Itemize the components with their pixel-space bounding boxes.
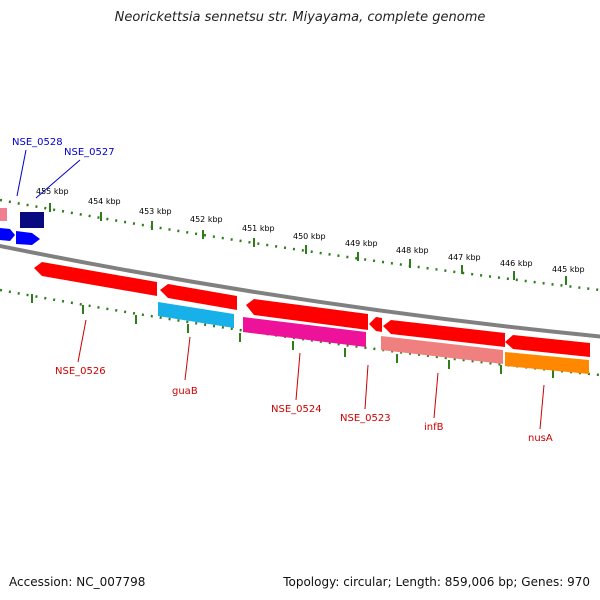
leader-nse-0526 [77,319,87,363]
leader-nusa [539,384,545,430]
leader-nse-0528 [16,149,27,197]
gene-label-nse-0528: NSE_0528 [12,137,63,148]
gene-infb-salmon[interactable] [381,336,503,364]
gene-label-nse-0524: NSE_0524 [271,404,322,415]
accession-label: Accession: [9,575,73,589]
map-title: Neorickettsia sennetsu str. Miyayama, co… [114,10,486,25]
kbp-label: 448 kbp [396,246,429,255]
gene-guab-red[interactable] [160,284,237,310]
genome-backbone [0,243,600,339]
genes-value: 970 [567,575,590,589]
kbp-label: 453 kbp [139,207,172,216]
gene-nusa-orange[interactable] [505,352,589,374]
gene-label-nusa: nusA [528,433,553,444]
leader-nse-0523 [364,364,369,410]
kbp-label: 447 kbp [448,253,481,262]
topology-label: Topology: [283,575,340,589]
gene-nusa-red[interactable] [505,335,590,357]
outer-tick-track [0,198,600,292]
gene-label-nse-0523: NSE_0523 [340,413,391,424]
gene-nse-0523-red[interactable] [369,317,382,332]
kbp-label: 450 kbp [293,232,326,241]
gene-nse-0528[interactable] [20,212,44,228]
kbp-label: 452 kbp [190,215,223,224]
gene-label-guab: guaB [172,386,198,397]
gene-guab-cyan[interactable] [158,302,234,328]
kbp-label: 449 kbp [345,239,378,248]
leader-guab [184,336,191,381]
gene-nse-0527[interactable] [16,231,40,245]
gene-label-nse-0527: NSE_0527 [64,147,115,158]
gene-arrow-blue-1[interactable] [0,228,15,241]
gene-nse-0526[interactable] [34,262,157,296]
accession-value: NC_007798 [76,575,146,589]
gene-label-nse-0526: NSE_0526 [55,366,106,377]
kbp-label: 451 kbp [242,224,275,233]
gene-arrow-pink[interactable] [0,208,7,221]
accession-info: Accession: NC_007798 [9,575,145,589]
upper-left-genes [0,208,44,245]
leader-nse-0527 [35,159,81,199]
kbp-label: 445 kbp [552,265,585,274]
genes-label: Genes: [521,575,564,589]
length-value: 859,006 bp; [444,575,518,589]
length-label: Length: [395,575,441,589]
kbp-label: 454 kbp [88,197,121,206]
topology-value: circular; [343,575,392,589]
leader-infb [433,372,439,419]
inner-tick-track [0,288,600,378]
gene-label-infb: infB [424,422,444,433]
leader-nse-0524 [295,352,301,401]
kbp-label: 455 kbp [36,187,69,196]
cog-band [158,302,589,374]
genome-stats: Topology: circular; Length: 859,006 bp; … [283,575,590,589]
gene-infb-red[interactable] [383,320,505,347]
red-gene-band [34,262,590,357]
gene-nse-0524-red[interactable] [246,299,368,330]
kbp-label: 446 kbp [500,259,533,268]
gene-nse-0524-magenta[interactable] [243,317,366,347]
